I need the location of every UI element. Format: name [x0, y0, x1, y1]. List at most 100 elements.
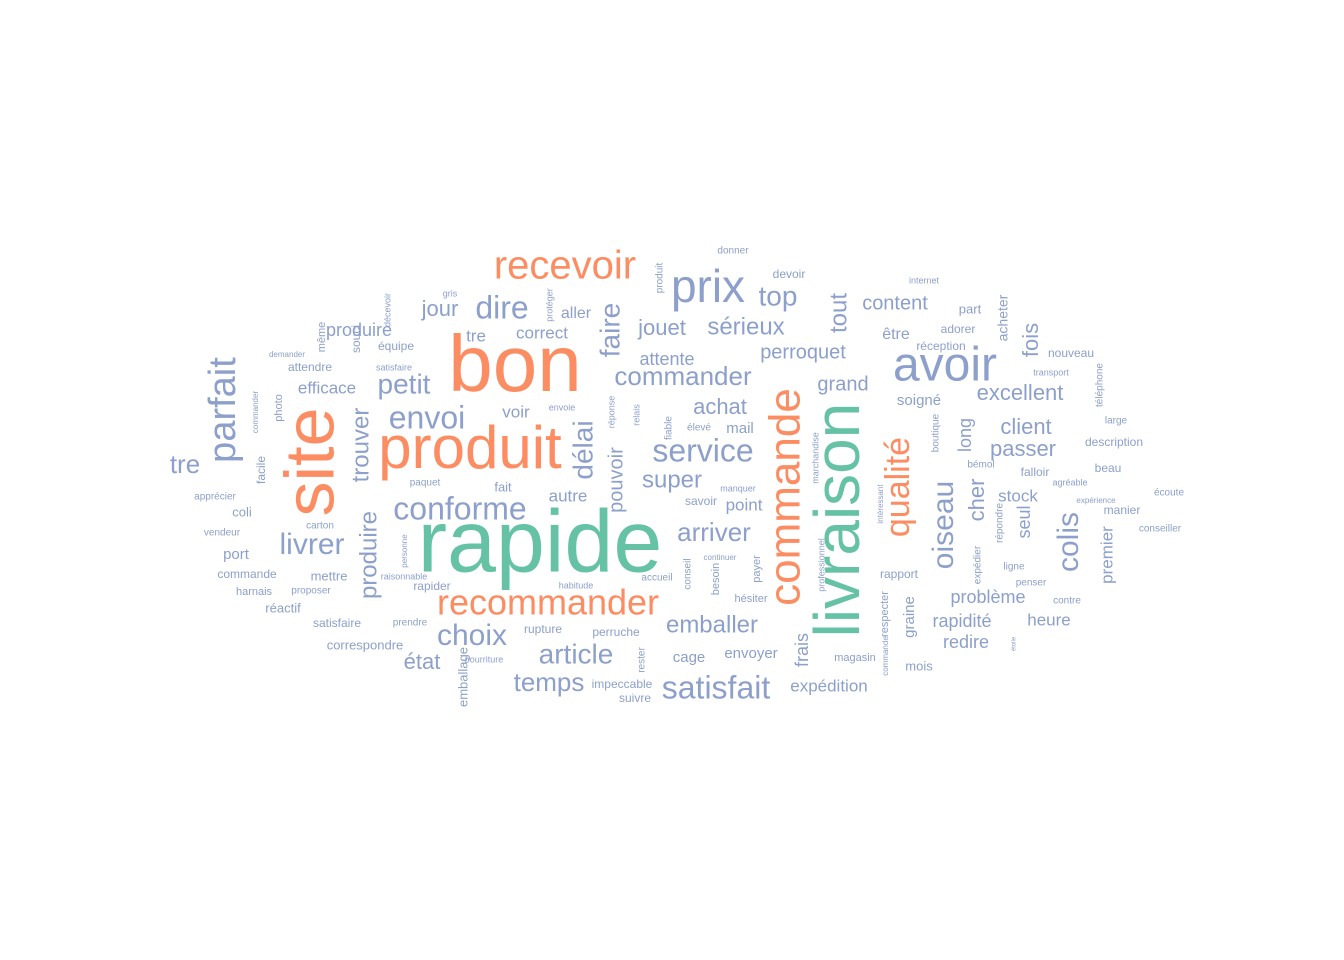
word-72: graine	[901, 596, 918, 638]
word-70: cage	[673, 649, 706, 666]
word-20: article	[539, 638, 614, 669]
word-158: raisonnable	[381, 571, 428, 581]
word-44: cher	[964, 479, 989, 522]
word-130: contre	[1053, 596, 1081, 607]
word-12: service	[652, 432, 753, 468]
word-77: emballage	[455, 647, 470, 707]
word-18: satisfait	[662, 669, 771, 705]
word-159: personne	[400, 534, 409, 568]
word-104: manier	[1104, 503, 1141, 517]
word-151: professionnel	[816, 538, 826, 592]
word-157: habitude	[559, 580, 594, 590]
word-139: gris	[443, 288, 458, 298]
word-42: content	[862, 292, 928, 314]
word-10: prix	[671, 260, 745, 312]
word-27: top	[759, 280, 798, 311]
word-149: expérience	[1076, 496, 1116, 505]
word-52: attente	[639, 349, 694, 369]
word-98: impeccable	[592, 677, 653, 691]
word-153: commande	[881, 636, 890, 676]
word-46: grand	[817, 373, 868, 395]
word-88: savoir	[685, 494, 717, 508]
word-66: mail	[726, 420, 754, 437]
word-103: falloir	[1021, 465, 1050, 479]
word-122: carton	[306, 521, 334, 532]
word-4: site	[270, 408, 348, 517]
word-120: proposer	[291, 586, 331, 597]
word-60: voir	[502, 402, 530, 421]
word-47: état	[404, 649, 441, 674]
word-150: marchandise	[810, 432, 820, 484]
word-113: élevé	[687, 423, 711, 434]
word-53: redire	[943, 632, 989, 652]
word-25: faire	[594, 303, 625, 357]
word-58: long	[955, 418, 975, 452]
word-95: correspondre	[327, 637, 404, 652]
word-133: téléphone	[1095, 363, 1106, 407]
word-24: délai	[567, 420, 598, 479]
word-91: attendre	[288, 360, 332, 374]
word-107: hésiter	[734, 593, 767, 605]
word-134: écoute	[1154, 488, 1184, 499]
word-86: mois	[905, 658, 933, 673]
word-146: internet	[909, 275, 940, 285]
word-80: réception	[916, 339, 965, 353]
word-57: premier	[1097, 526, 1116, 584]
word-16: colis	[1052, 512, 1085, 572]
word-128: bémol	[967, 460, 994, 471]
word-117: même	[316, 322, 328, 353]
word-99: suivre	[619, 691, 651, 705]
word-64: aller	[561, 305, 592, 322]
word-48: pouvoir	[605, 447, 627, 513]
word-101: description	[1085, 435, 1143, 449]
word-106: magasin	[834, 652, 876, 664]
word-127: boutique	[931, 413, 942, 452]
word-30: jouet	[637, 315, 686, 340]
word-43: fois	[1018, 323, 1043, 357]
word-2: bon	[448, 319, 581, 408]
word-111: accueil	[641, 573, 672, 584]
word-135: conseiller	[1139, 524, 1182, 535]
word-73: efficace	[298, 378, 356, 397]
word-22: choix	[437, 619, 507, 652]
word-114: fiable	[664, 416, 675, 440]
word-156: nourriture	[465, 654, 504, 664]
word-26: petit	[378, 368, 431, 399]
word-144: protéger	[544, 288, 554, 322]
word-51: problème	[950, 587, 1025, 607]
word-74: port	[223, 546, 250, 563]
word-23: temps	[514, 667, 585, 697]
word-123: vendeur	[204, 528, 241, 539]
word-145: envoie	[549, 402, 576, 412]
word-33: emballer	[666, 611, 758, 638]
word-61: autre	[549, 486, 588, 505]
word-143: commander	[251, 391, 260, 434]
word-142: demander	[269, 350, 305, 359]
word-84: facile	[254, 456, 268, 484]
word-35: tre	[170, 449, 200, 479]
word-0: rapide	[418, 491, 663, 590]
word-155: continuer	[704, 553, 737, 562]
word-102: nouveau	[1048, 346, 1094, 360]
word-92: perruche	[592, 625, 640, 639]
word-148: agréable	[1052, 477, 1087, 487]
word-96: rapider	[413, 579, 450, 593]
word-1: livraison	[801, 403, 873, 638]
word-29: arriver	[677, 517, 751, 547]
word-97: commande	[217, 567, 277, 581]
word-62: correct	[516, 323, 568, 342]
word-40: achat	[693, 394, 747, 419]
word-41: perroquet	[760, 341, 846, 363]
word-140: décevoir	[382, 293, 392, 327]
word-79: adorer	[941, 322, 976, 336]
word-59: produire	[326, 320, 392, 340]
word-13: oiseau	[927, 481, 960, 569]
word-105: respecter	[879, 591, 891, 637]
word-89: fait	[494, 479, 512, 494]
word-63: tre	[466, 326, 486, 345]
word-132: large	[1105, 416, 1128, 427]
word-19: commander	[614, 361, 752, 391]
word-109: besoin	[710, 563, 722, 595]
word-55: stock	[998, 486, 1038, 505]
